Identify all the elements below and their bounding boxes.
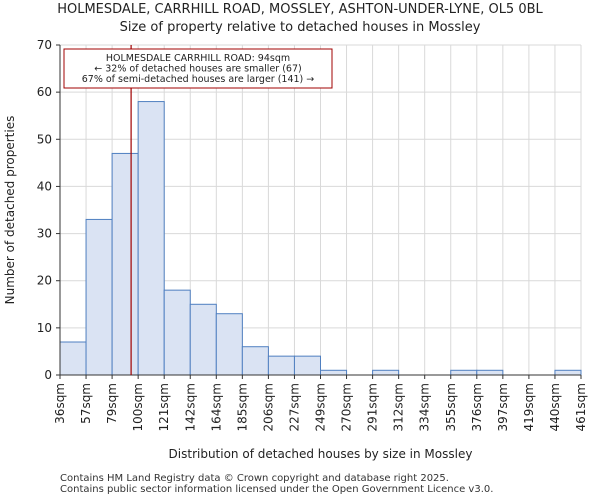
x-tick-label: 419sqm — [522, 383, 536, 431]
x-tick-label: 397sqm — [496, 383, 510, 431]
histogram-bar — [163, 289, 191, 376]
x-tick-label: 440sqm — [548, 383, 562, 431]
x-tick-label: 164sqm — [209, 383, 223, 431]
histogram-bar — [59, 341, 87, 376]
bar-chart: 0 10 20 30 40 50 60 70 36sqm 57sqm 79sqm 100sqm 121s… — [3, 38, 588, 461]
histogram-bar — [554, 369, 582, 376]
x-tick-label: 36sqm — [53, 383, 67, 424]
y-tick-label: 20 — [37, 274, 52, 288]
annotation-line-1: HOLMESDALE CARRHILL ROAD: 94sqm — [106, 53, 290, 64]
annotation-line-3: 67% of semi-detached houses are larger (… — [82, 74, 315, 85]
histogram-bar — [189, 303, 217, 376]
x-tick-label: 57sqm — [79, 383, 93, 424]
x-tick-label: 291sqm — [366, 383, 380, 431]
chart-subtitle: Size of property relative to detached ho… — [119, 20, 481, 35]
y-tick-label: 30 — [37, 227, 52, 241]
histogram-bar — [450, 369, 478, 376]
histogram-bar — [267, 355, 295, 376]
y-tick-label: 10 — [37, 321, 52, 335]
x-tick-label: 376sqm — [470, 383, 484, 431]
x-tick-label: 79sqm — [105, 383, 119, 424]
x-tick-label: 249sqm — [314, 383, 328, 431]
footer-line-2: Contains public sector information licen… — [60, 484, 494, 495]
y-tick-label: 40 — [37, 179, 52, 193]
x-tick-label: 185sqm — [235, 383, 249, 431]
x-tick-label: 142sqm — [183, 383, 197, 431]
x-tick-label: 312sqm — [392, 383, 406, 431]
x-tick-label: 206sqm — [261, 383, 275, 431]
footer-line-1: Contains HM Land Registry data © Crown c… — [60, 473, 449, 484]
histogram-bar — [111, 152, 139, 376]
histogram-bar — [293, 355, 322, 376]
y-tick-label: 70 — [37, 38, 52, 52]
y-tick-label: 60 — [37, 85, 52, 99]
y-tick-label: 50 — [37, 132, 52, 146]
x-tick-label: 461sqm — [574, 383, 588, 431]
x-tick-label: 270sqm — [340, 383, 354, 431]
chart-title: HOLMESDALE, CARRHILL ROAD, MOSSLEY, ASHT… — [57, 2, 543, 17]
annotation-box — [63, 48, 333, 89]
histogram-bar — [85, 218, 113, 376]
y-tick-label: 0 — [44, 368, 52, 382]
histogram-bar — [137, 101, 165, 376]
x-tick-label: 100sqm — [131, 383, 145, 431]
annotation-line-2: ← 32% of detached houses are smaller (67… — [94, 64, 301, 75]
histogram-bar — [372, 369, 400, 376]
histogram-bar — [320, 369, 348, 376]
histogram-bar — [241, 346, 269, 376]
histogram-bar — [215, 313, 243, 376]
x-tick-label: 334sqm — [418, 383, 432, 431]
x-tick-label: 121sqm — [157, 383, 171, 431]
x-tick-label: 355sqm — [444, 383, 458, 431]
histogram-bar — [476, 369, 504, 376]
x-axis-title: Distribution of detached houses by size … — [169, 447, 473, 461]
x-tick-label: 227sqm — [287, 383, 301, 431]
y-axis-title: Number of detached properties — [3, 116, 17, 305]
